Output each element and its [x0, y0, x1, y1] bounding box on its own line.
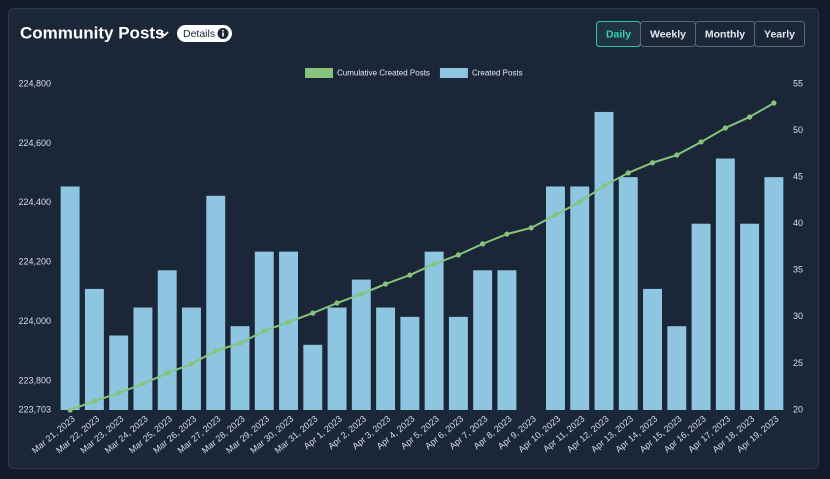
legend-swatch: [439, 68, 468, 78]
bar: [133, 307, 153, 410]
y2-tick-label: 55: [793, 78, 803, 88]
line-point: [722, 125, 728, 131]
bar: [546, 186, 565, 410]
bar: [667, 326, 687, 410]
y2-tick-label: 45: [793, 172, 803, 182]
y2-tick-label: 50: [793, 125, 803, 135]
y2-tick-label: 20: [793, 404, 803, 414]
bar: [570, 186, 590, 410]
line-point: [188, 361, 195, 367]
tab-label[interactable]: Daily: [606, 28, 631, 40]
line-point: [285, 319, 292, 325]
line-point: [310, 310, 316, 316]
line-point: [480, 241, 486, 247]
page-title: Community Posts: [20, 23, 165, 42]
details-label[interactable]: Details: [183, 28, 215, 40]
line-point: [358, 291, 364, 297]
bar: [473, 270, 493, 410]
line-point: [625, 170, 631, 176]
bar: [740, 223, 760, 410]
tab[interactable]: Daily: [596, 21, 641, 47]
bar: [618, 177, 638, 410]
bar: [327, 307, 347, 410]
line: [69, 102, 775, 411]
line-point: [91, 398, 97, 404]
y-tick-label: 224,000: [18, 316, 51, 326]
title-chevron[interactable]: [160, 31, 169, 37]
line-point: [455, 252, 461, 258]
line-point: [771, 100, 777, 106]
bar: [303, 344, 323, 410]
y2-tick-label: 25: [793, 358, 803, 368]
line-point: [140, 381, 146, 387]
bar: [715, 158, 735, 410]
y-tick-label: 224,800: [18, 78, 51, 88]
tab-button[interactable]: [754, 21, 805, 47]
info-icon-stem: [222, 32, 224, 37]
bar: [279, 251, 298, 410]
bar: [376, 307, 396, 410]
bar: [84, 288, 104, 410]
line-point: [237, 340, 243, 346]
tab[interactable]: Weekly: [640, 21, 696, 47]
y-tick-label: 224,200: [18, 257, 51, 267]
bar: [497, 270, 517, 410]
bar: [594, 111, 614, 410]
details-badge[interactable]: Details: [177, 25, 232, 42]
line-point: [601, 183, 607, 189]
legend-swatch: [305, 68, 333, 78]
line-point: [67, 407, 73, 413]
line-point: [649, 160, 656, 166]
tab-group: Daily Weekly Monthly Yearly: [596, 21, 805, 47]
tab[interactable]: Monthly: [695, 21, 755, 47]
line-point: [577, 199, 583, 205]
line-point: [164, 370, 170, 376]
line-point: [261, 328, 267, 334]
bar: [230, 326, 250, 410]
y-tick-label: 223,703: [18, 404, 51, 414]
line-point: [528, 225, 534, 231]
line-point: [334, 300, 340, 306]
line-point: [504, 231, 510, 237]
bar: [206, 195, 226, 410]
line-point: [674, 152, 680, 158]
bar: [691, 223, 711, 410]
details-pill[interactable]: [177, 25, 232, 42]
y-tick-label: 224,600: [18, 138, 51, 148]
chart: 223,703 223,800 224,000 224,200 224,400 224,6…: [18, 68, 803, 455]
bar: [400, 316, 420, 410]
line-point: [383, 281, 389, 287]
bar: [157, 270, 177, 410]
info-icon-dot: [222, 30, 224, 32]
tab-label[interactable]: Weekly: [650, 28, 686, 40]
line-point: [431, 261, 437, 267]
legend-label: Cumulative Created Posts: [337, 69, 430, 78]
tab[interactable]: Yearly: [754, 21, 805, 47]
y2-tick-label: 40: [793, 218, 803, 228]
y-tick-label: 224,400: [18, 197, 51, 207]
bar: [643, 288, 662, 410]
y2-tick-label: 35: [793, 265, 803, 275]
y2-tick-label: 30: [793, 311, 803, 321]
bar: [109, 335, 129, 410]
line-point: [747, 114, 753, 120]
bar: [182, 307, 201, 410]
tab-label[interactable]: Monthly: [705, 28, 745, 40]
bar: [764, 177, 784, 410]
bar: [448, 316, 468, 410]
tab-label[interactable]: Yearly: [764, 28, 795, 40]
bar: [424, 251, 444, 410]
line-point: [116, 390, 122, 396]
line-point: [407, 272, 413, 278]
bar: [351, 279, 371, 410]
legend-label: Created Posts: [472, 69, 523, 78]
line-point: [552, 212, 559, 218]
y-tick-label: 223,800: [18, 376, 51, 386]
line-point: [698, 139, 704, 145]
line-point: [213, 348, 219, 354]
bar: [60, 186, 80, 410]
